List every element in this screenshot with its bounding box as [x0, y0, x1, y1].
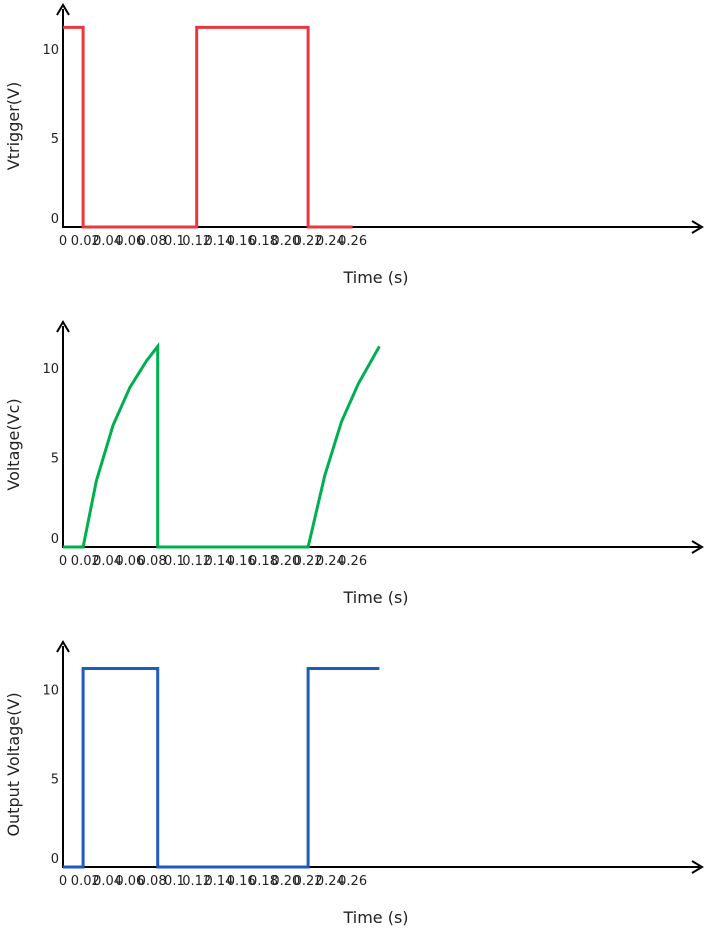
x-tick-label: 0.16: [227, 554, 256, 569]
chart-panel-1: 0 0.020.040.060.080.10.120.140.160.180.20…: [4, 3, 704, 287]
y-tick-label: 5: [51, 451, 59, 466]
x-tick-label: 0: [59, 874, 67, 889]
y-axis-arrow: [56, 320, 70, 333]
y-tick-label: 0: [51, 532, 59, 547]
chart-panel-2: 0 0.020.040.060.080.10.120.140.160.180.20…: [4, 320, 704, 607]
x-tick-label: 0: [59, 554, 67, 569]
x-tick-label: 0.24: [316, 554, 345, 569]
x-tick-label: 0.20: [271, 874, 300, 889]
x-axis-title: Time (s): [342, 588, 408, 607]
y-axis-title: Voltage(Vc): [4, 398, 23, 490]
x-tick-label: 0.1: [164, 874, 185, 889]
x-tick-label: 0.12: [182, 234, 211, 249]
x-tick-label: 0.26: [338, 874, 367, 889]
y-axis-arrow: [56, 3, 70, 16]
x-tick-label: 0.04: [93, 554, 122, 569]
x-tick-label: 0.14: [204, 554, 233, 569]
y-tick-label: 5: [51, 772, 59, 787]
x-axis-title: Time (s): [342, 908, 408, 927]
x-tick-label: 0.20: [271, 554, 300, 569]
x-axis-arrow: [691, 540, 704, 554]
y-tick-label: 10: [42, 684, 59, 699]
x-tick-label: 0.16: [227, 874, 256, 889]
series-line-1: [63, 25, 353, 229]
x-tick-label: 0.12: [182, 554, 211, 569]
x-tick-label: 0.02: [71, 554, 100, 569]
x-tick-label: 0.06: [115, 874, 144, 889]
y-tick-label: 0: [51, 852, 59, 867]
y-tick-label: 5: [51, 132, 59, 147]
x-tick-label: 0.22: [294, 874, 323, 889]
x-tick-label: 0.26: [338, 234, 367, 249]
x-tick-label: 0.26: [338, 554, 367, 569]
x-tick-label: 0.14: [204, 234, 233, 249]
y-axis-arrow: [56, 640, 70, 653]
x-tick-label: 0.20: [271, 234, 300, 249]
x-tick-label: 0.22: [294, 234, 323, 249]
x-tick-label: 0.08: [138, 234, 167, 249]
x-tick-label: 0.04: [93, 234, 122, 249]
x-tick-label: 0.24: [316, 234, 345, 249]
x-tick-label: 0: [59, 234, 67, 249]
y-tick-label: 10: [42, 362, 59, 377]
x-tick-label: 0.18: [249, 234, 278, 249]
y-tick-label: 10: [42, 43, 59, 58]
y-axis-title: Output Voltage(V): [4, 692, 23, 836]
x-tick-label: 0.22: [294, 554, 323, 569]
x-tick-label: 0.06: [115, 234, 144, 249]
x-tick-label: 0.08: [138, 874, 167, 889]
y-axis-title: Vtrigger(V): [4, 82, 23, 170]
x-tick-label: 0.24: [316, 874, 345, 889]
x-tick-label: 0.04: [93, 874, 122, 889]
x-tick-label: 0.1: [164, 554, 185, 569]
x-tick-label: 0.12: [182, 874, 211, 889]
x-axis-arrow: [691, 860, 704, 874]
x-axis-title: Time (s): [342, 268, 408, 287]
x-tick-label: 0.14: [204, 874, 233, 889]
chart-panel-3: 0 0.020.040.060.080.10.120.140.160.180.20…: [4, 640, 704, 927]
x-tick-label: 0.18: [249, 554, 278, 569]
x-tick-label: 0.08: [138, 554, 167, 569]
x-tick-label: 0.16: [227, 234, 256, 249]
x-tick-label: 0.18: [249, 874, 278, 889]
x-tick-label: 0.1: [164, 234, 185, 249]
x-axis-arrow: [691, 220, 704, 234]
series-line-1: [63, 342, 381, 549]
series-line-1: [63, 667, 380, 869]
x-tick-label: 0.02: [71, 874, 100, 889]
y-tick-label: 0: [51, 212, 59, 227]
x-tick-label: 0.02: [71, 234, 100, 249]
x-tick-label: 0.06: [115, 554, 144, 569]
